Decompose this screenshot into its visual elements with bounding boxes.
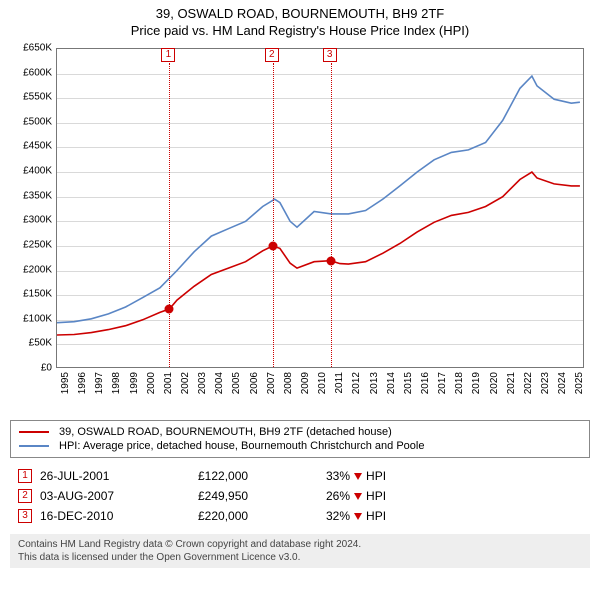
chart-area: £0 £50K £100K £150K £200K £250K £300K £350K £400… — [10, 44, 590, 414]
sale-row-price: £220,000 — [198, 509, 318, 523]
x-axis-label: 1995 — [60, 372, 71, 394]
y-axis-label: £500K — [10, 116, 52, 127]
x-axis-label: 2013 — [369, 372, 380, 394]
x-axis-label: 2019 — [471, 372, 482, 394]
x-axis-label: 2008 — [283, 372, 294, 394]
legend-swatch — [19, 445, 49, 447]
sales-table: 1 26-JUL-2001 £122,000 33%HPI 2 03-AUG-2007 £2… — [10, 466, 590, 526]
y-axis-label: £450K — [10, 141, 52, 152]
sale-row-delta: 33%HPI — [326, 469, 406, 483]
sale-row-marker: 3 — [18, 509, 32, 523]
footer-line: This data is licensed under the Open Gov… — [18, 551, 582, 564]
x-axis-label: 2010 — [317, 372, 328, 394]
y-axis-label: £400K — [10, 166, 52, 177]
x-axis-label: 2007 — [266, 372, 277, 394]
sale-row-date: 26-JUL-2001 — [40, 469, 190, 483]
x-axis-label: 2011 — [334, 372, 345, 394]
sale-row-date: 16-DEC-2010 — [40, 509, 190, 523]
sale-row-marker: 1 — [18, 469, 32, 483]
y-axis-label: £650K — [10, 43, 52, 54]
footer-line: Contains HM Land Registry data © Crown c… — [18, 538, 582, 551]
series-line — [57, 76, 580, 323]
sales-row: 2 03-AUG-2007 £249,950 26%HPI — [10, 486, 590, 506]
footer-licence: Contains HM Land Registry data © Crown c… — [10, 534, 590, 568]
sale-guideline — [331, 63, 332, 367]
x-axis-label: 2012 — [351, 372, 362, 394]
x-axis-label: 1999 — [129, 372, 140, 394]
x-axis-label: 2014 — [386, 372, 397, 394]
sale-guideline — [273, 63, 274, 367]
chart-container: 39, OSWALD ROAD, BOURNEMOUTH, BH9 2TF Pr… — [0, 0, 600, 574]
sale-row-delta: 32%HPI — [326, 509, 406, 523]
sale-guideline — [169, 63, 170, 367]
x-axis-label: 2005 — [231, 372, 242, 394]
x-axis-label: 2009 — [300, 372, 311, 394]
x-axis-label: 2024 — [557, 372, 568, 394]
y-axis-label: £200K — [10, 264, 52, 275]
x-axis-label: 2001 — [163, 372, 174, 394]
x-axis-label: 2003 — [197, 372, 208, 394]
x-axis-label: 2015 — [403, 372, 414, 394]
arrow-down-icon — [354, 473, 362, 480]
sale-row-marker: 2 — [18, 489, 32, 503]
title-address: 39, OSWALD ROAD, BOURNEMOUTH, BH9 2TF — [10, 6, 590, 21]
plot-area — [56, 48, 584, 368]
series-svg — [57, 49, 585, 369]
sales-row: 3 16-DEC-2010 £220,000 32%HPI — [10, 506, 590, 526]
legend-swatch — [19, 431, 49, 433]
title-subtitle: Price paid vs. HM Land Registry's House … — [10, 23, 590, 38]
sale-marker-box: 1 — [161, 48, 175, 62]
sale-point-dot — [165, 304, 174, 313]
y-axis-label: £100K — [10, 313, 52, 324]
y-axis-label: £50K — [10, 338, 52, 349]
x-axis-label: 2017 — [437, 372, 448, 394]
series-line — [57, 172, 580, 335]
y-axis-label: £150K — [10, 289, 52, 300]
legend-item-property: 39, OSWALD ROAD, BOURNEMOUTH, BH9 2TF (d… — [19, 425, 581, 439]
y-axis-label: £300K — [10, 215, 52, 226]
x-axis-label: 2020 — [489, 372, 500, 394]
y-axis-label: £250K — [10, 239, 52, 250]
x-axis-label: 2006 — [249, 372, 260, 394]
sale-row-date: 03-AUG-2007 — [40, 489, 190, 503]
legend-label: HPI: Average price, detached house, Bour… — [59, 440, 424, 452]
title-block: 39, OSWALD ROAD, BOURNEMOUTH, BH9 2TF Pr… — [10, 6, 590, 38]
x-axis-label: 2000 — [146, 372, 157, 394]
sale-marker-box: 3 — [323, 48, 337, 62]
y-axis-label: £0 — [10, 363, 52, 374]
x-axis-label: 1998 — [111, 372, 122, 394]
x-axis-label: 2023 — [540, 372, 551, 394]
sale-point-dot — [268, 241, 277, 250]
sales-row: 1 26-JUL-2001 £122,000 33%HPI — [10, 466, 590, 486]
sale-row-delta: 26%HPI — [326, 489, 406, 503]
sale-row-price: £249,950 — [198, 489, 318, 503]
legend-item-hpi: HPI: Average price, detached house, Bour… — [19, 439, 581, 453]
x-axis-label: 1996 — [77, 372, 88, 394]
sale-row-price: £122,000 — [198, 469, 318, 483]
legend-label: 39, OSWALD ROAD, BOURNEMOUTH, BH9 2TF (d… — [59, 426, 392, 438]
arrow-down-icon — [354, 493, 362, 500]
arrow-down-icon — [354, 513, 362, 520]
legend: 39, OSWALD ROAD, BOURNEMOUTH, BH9 2TF (d… — [10, 420, 590, 458]
x-axis-label: 2004 — [214, 372, 225, 394]
y-axis-label: £350K — [10, 190, 52, 201]
y-axis-label: £600K — [10, 67, 52, 78]
x-axis-label: 2025 — [574, 372, 585, 394]
x-axis-label: 2002 — [180, 372, 191, 394]
x-axis-label: 1997 — [94, 372, 105, 394]
x-axis-label: 2016 — [420, 372, 431, 394]
y-axis-label: £550K — [10, 92, 52, 103]
sale-point-dot — [326, 256, 335, 265]
x-axis-label: 2018 — [454, 372, 465, 394]
x-axis-label: 2021 — [506, 372, 517, 394]
x-axis-label: 2022 — [523, 372, 534, 394]
sale-marker-box: 2 — [265, 48, 279, 62]
